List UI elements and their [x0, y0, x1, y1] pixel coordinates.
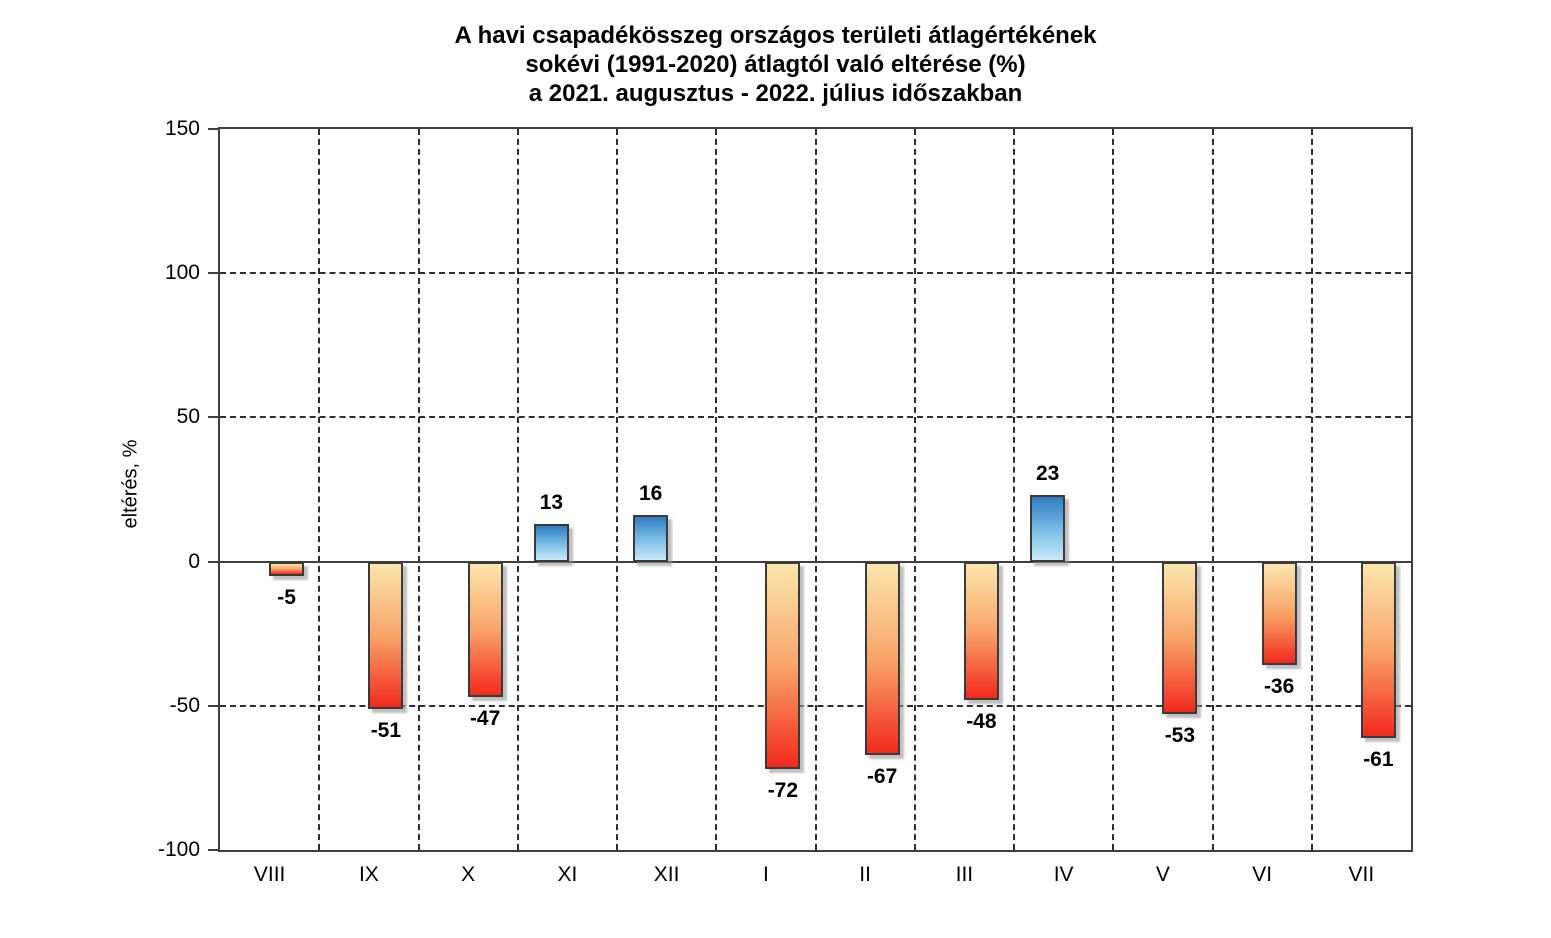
bar-value-label-VIII: -5: [277, 586, 296, 610]
bar-II: [864, 561, 900, 755]
x-tick-label-VI: VI: [1252, 863, 1273, 886]
x-tick-label-X: X: [461, 863, 476, 886]
bar-value-label-I: -72: [767, 779, 799, 803]
bar-value-label-IV: 23: [1035, 462, 1060, 486]
x-tick-label-IX: IX: [358, 863, 379, 886]
horizontal-gridline: [220, 272, 1411, 275]
y-axis-tick-label: -50: [169, 693, 200, 717]
y-axis-tick-mark: [208, 560, 218, 563]
bar-value-label-II: -67: [866, 764, 898, 788]
y-axis-tick-label: 0: [188, 549, 200, 573]
y-axis-tick-label: 50: [176, 405, 200, 429]
vertical-gridline: [417, 129, 420, 850]
chart-title-line-2: sokévi (1991-2020) átlagtól való eltérés…: [525, 51, 1026, 78]
x-tick-label-I: I: [762, 863, 769, 886]
bar-value-label-XII: 16: [638, 482, 663, 506]
y-axis-title: eltérés, %: [119, 439, 142, 529]
vertical-gridline: [1112, 129, 1115, 850]
bar-X: [467, 561, 503, 698]
vertical-gridline: [616, 129, 618, 850]
zero-axis-line: [220, 560, 1411, 563]
vertical-gridline: [715, 129, 718, 850]
vertical-gridline: [1211, 129, 1214, 850]
x-tick-label-II: II: [859, 863, 871, 886]
bar-VIII: [269, 561, 305, 576]
y-axis-tick-label: -100: [157, 838, 200, 861]
x-tick-label-VII: VII: [1348, 863, 1375, 886]
horizontal-gridline: [220, 416, 1411, 419]
horizontal-gridline: [220, 704, 1411, 707]
x-tick-label-V: V: [1155, 863, 1170, 886]
bar-III: [963, 561, 999, 701]
y-axis-tick-label: 150: [164, 117, 200, 140]
bar-IX: [368, 561, 404, 709]
bar-VII: [1360, 561, 1396, 738]
plot-area: -5 -51 -47 13 16 -72 -67 -48 23 -53 -36 -61: [218, 127, 1413, 852]
y-axis-tick-mark: [208, 272, 218, 275]
bar-IV: [1030, 495, 1066, 562]
chart-title: A havi csapadékösszeg országos területi …: [0, 21, 1551, 108]
bar-value-label-XI: 13: [539, 491, 564, 515]
vertical-gridline: [516, 129, 519, 850]
x-tick-label-III: III: [955, 863, 974, 886]
y-axis-tick-mark: [208, 128, 218, 130]
bar-value-label-X: -47: [469, 707, 501, 731]
bar-I: [765, 561, 801, 770]
bar-VI: [1261, 561, 1297, 666]
bar-value-label-VI: -36: [1263, 675, 1295, 699]
vertical-gridline: [814, 129, 817, 850]
bar-value-label-V: -53: [1164, 724, 1196, 748]
bar-value-label-III: -48: [966, 710, 997, 734]
bar-XI: [533, 524, 569, 562]
x-tick-label-VIII: VIII: [253, 863, 286, 886]
chart-title-line-3: a 2021. augusztus - 2022. július időszak…: [528, 80, 1023, 107]
bar-XII: [633, 515, 669, 562]
vertical-gridline: [913, 129, 916, 850]
vertical-gridline: [1310, 129, 1313, 850]
y-axis-tick-label: 100: [164, 261, 200, 285]
y-axis-tick-mark: [208, 849, 218, 851]
x-tick-label-XII: XII: [653, 863, 680, 886]
x-tick-label-XI: XI: [557, 863, 578, 886]
bar-V: [1162, 561, 1198, 715]
chart-title-line-1: A havi csapadékösszeg országos területi …: [454, 22, 1097, 49]
y-axis-tick-mark: [208, 704, 218, 707]
vertical-gridline: [1013, 129, 1015, 850]
x-tick-label-IV: IV: [1053, 863, 1074, 886]
bar-value-label-VII: -61: [1363, 747, 1394, 771]
vertical-gridline: [318, 129, 321, 850]
bar-value-label-IX: -51: [370, 718, 402, 742]
y-axis-tick-mark: [208, 416, 218, 419]
